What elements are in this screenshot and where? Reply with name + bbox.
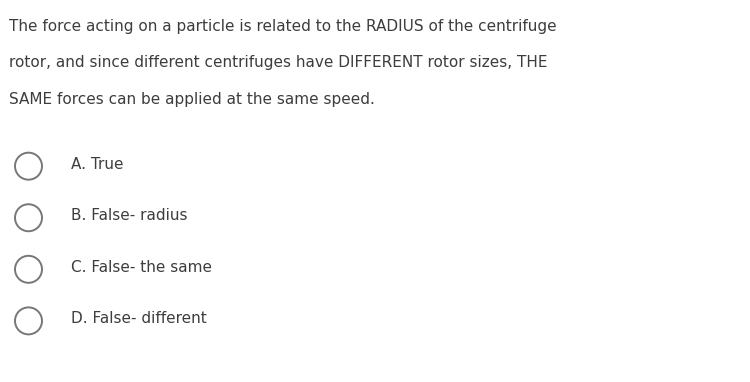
Text: B. False- radius: B. False- radius	[71, 208, 188, 223]
Text: A. True: A. True	[71, 157, 124, 172]
Ellipse shape	[15, 204, 42, 231]
Text: SAME forces can be applied at the same speed.: SAME forces can be applied at the same s…	[9, 92, 375, 107]
Text: D. False- different: D. False- different	[71, 311, 207, 327]
Ellipse shape	[15, 256, 42, 283]
Text: C. False- the same: C. False- the same	[71, 260, 212, 275]
Ellipse shape	[15, 153, 42, 180]
Ellipse shape	[15, 308, 42, 334]
Text: The force acting on a particle is related to the RADIUS of the centrifuge: The force acting on a particle is relate…	[9, 19, 556, 34]
Text: rotor, and since different centrifuges have DIFFERENT rotor sizes, THE: rotor, and since different centrifuges h…	[9, 55, 548, 70]
